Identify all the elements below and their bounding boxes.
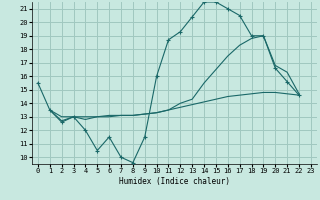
- X-axis label: Humidex (Indice chaleur): Humidex (Indice chaleur): [119, 177, 230, 186]
